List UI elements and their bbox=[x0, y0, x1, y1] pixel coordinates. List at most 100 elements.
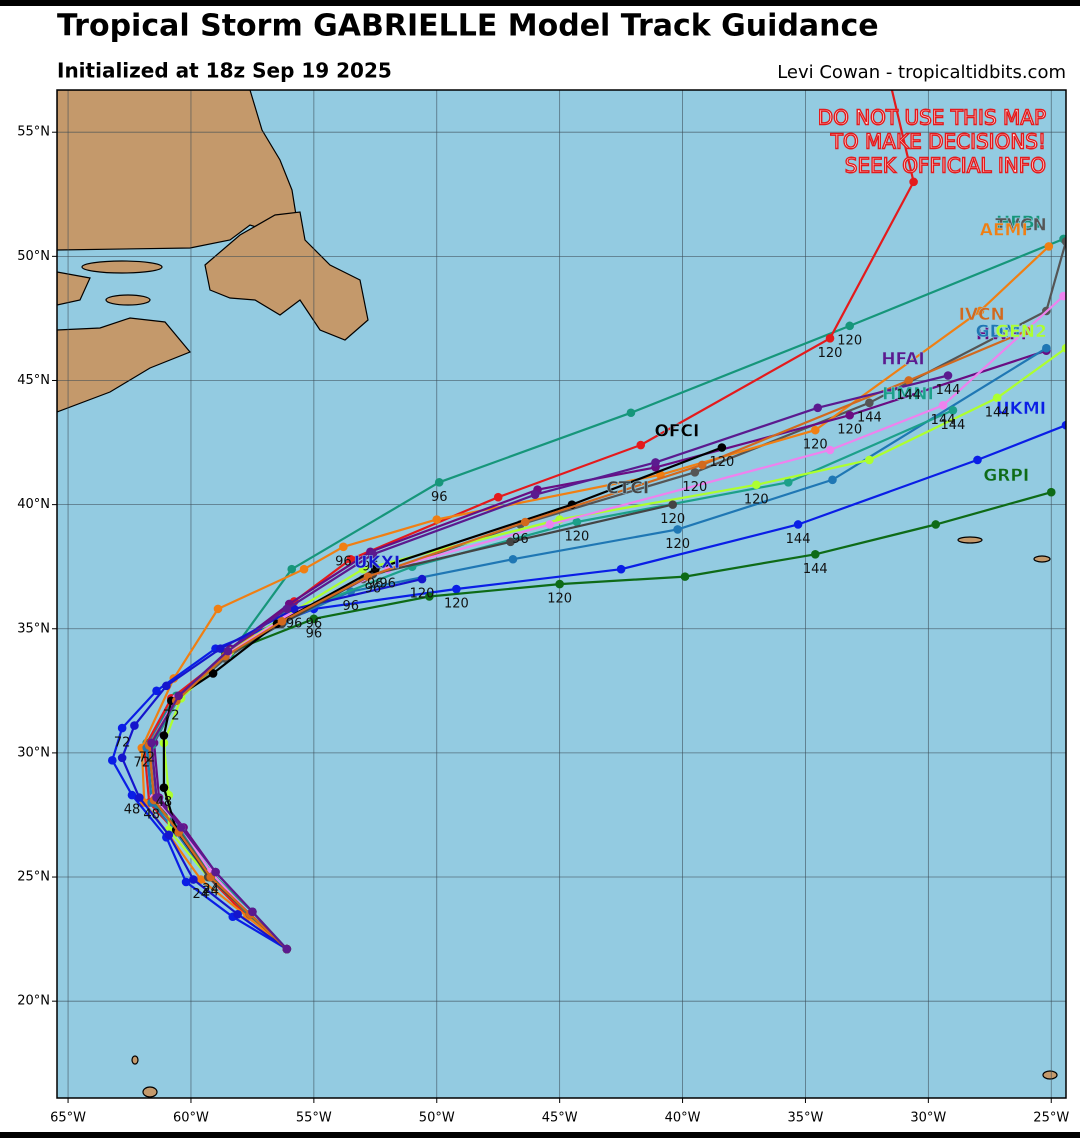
hour-label: 96 bbox=[286, 616, 303, 631]
island bbox=[131, 1055, 139, 1065]
track-point bbox=[152, 793, 161, 802]
track-point bbox=[793, 520, 803, 529]
nova-scotia bbox=[57, 317, 191, 413]
x-tick-label: 25°W bbox=[1033, 1111, 1069, 1126]
model-label: TVCN bbox=[995, 215, 1046, 235]
model-label: GEN2 bbox=[995, 322, 1047, 342]
model-label: UKMI bbox=[996, 399, 1046, 419]
model-label: CTCI bbox=[606, 479, 649, 499]
track-point bbox=[309, 614, 319, 624]
title: Tropical Storm GABRIELLE Model Track Gui… bbox=[57, 9, 879, 44]
warning-line: SEEK OFFICIAL INFO bbox=[845, 154, 1046, 178]
hour-label: 120 bbox=[837, 333, 862, 348]
hour-label: 120 bbox=[547, 592, 572, 607]
hour-label: 120 bbox=[564, 530, 589, 545]
track-point bbox=[865, 398, 874, 408]
track-point bbox=[636, 440, 646, 450]
map-area: 24487296120HFBI12096120144TVCN247296120A… bbox=[57, 90, 1066, 1098]
track-point bbox=[1046, 487, 1056, 497]
x-tick-label: 60°W bbox=[173, 1111, 209, 1126]
track-point bbox=[680, 572, 690, 581]
x-tick-label: 35°W bbox=[788, 1111, 824, 1126]
hour-label: 96 bbox=[365, 582, 382, 597]
track-point bbox=[825, 333, 835, 343]
track-point bbox=[164, 830, 174, 840]
track-point bbox=[751, 480, 761, 490]
track-point bbox=[127, 790, 137, 800]
labels: 24487296120HFBI12096120144TVCN247296120A… bbox=[114, 213, 1047, 902]
track-point bbox=[1044, 242, 1054, 251]
ticks: 65°W 60°W 55°W 50°W 45°W 40°W 35°W 30°W 25°W 20°N… bbox=[17, 125, 1069, 1126]
track-point bbox=[616, 564, 626, 574]
track-point bbox=[626, 408, 636, 418]
track-point bbox=[277, 617, 287, 626]
model-label: OFCI bbox=[654, 422, 699, 442]
track-point bbox=[828, 475, 837, 485]
track-point bbox=[717, 443, 727, 452]
anticosti bbox=[81, 260, 163, 274]
track-point bbox=[909, 177, 918, 187]
y-tick-label: 35°N bbox=[17, 621, 50, 636]
track-point bbox=[810, 425, 820, 435]
azores bbox=[1033, 555, 1051, 563]
track-point bbox=[223, 646, 233, 656]
track-point bbox=[417, 574, 427, 584]
hour-label: 120 bbox=[744, 492, 769, 507]
track-point bbox=[216, 644, 225, 653]
tracks bbox=[108, 90, 1066, 954]
track-point bbox=[690, 468, 700, 477]
hour-label: 144 bbox=[857, 410, 882, 425]
track-point bbox=[425, 592, 434, 601]
hour-label: 144 bbox=[931, 413, 956, 428]
track-point bbox=[865, 455, 874, 465]
hour-label: 120 bbox=[709, 455, 734, 470]
track-point bbox=[371, 564, 380, 574]
x-tick-label: 45°W bbox=[542, 1111, 578, 1126]
track-line bbox=[148, 329, 1028, 950]
hour-label: 120 bbox=[410, 587, 435, 602]
track-point bbox=[176, 823, 186, 832]
hour-label: 48 bbox=[124, 803, 141, 818]
frame bbox=[56, 89, 1067, 1099]
warning-line: DO NOT USE THIS MAP bbox=[818, 106, 1046, 130]
y-tick-label: 40°N bbox=[17, 497, 50, 512]
track-point bbox=[452, 584, 461, 594]
track-point bbox=[248, 907, 257, 917]
track-point bbox=[572, 517, 582, 527]
track-point bbox=[530, 490, 540, 499]
hour-label: 24 bbox=[202, 882, 219, 897]
track-point bbox=[1022, 326, 1031, 336]
hour-label: 96 bbox=[431, 490, 448, 505]
hour-label: 144 bbox=[985, 405, 1010, 420]
land bbox=[57, 90, 1058, 1098]
y-tick-label: 45°N bbox=[17, 373, 50, 388]
track-point bbox=[358, 564, 368, 574]
track-point bbox=[233, 909, 242, 919]
track-point bbox=[545, 520, 555, 529]
track-point bbox=[673, 525, 682, 534]
track-point bbox=[845, 410, 854, 420]
hour-label: 96 bbox=[335, 554, 352, 569]
hour-label: 24 bbox=[193, 887, 210, 902]
hour-label: 144 bbox=[896, 388, 921, 403]
track-point bbox=[189, 875, 198, 884]
track-point bbox=[108, 756, 117, 765]
track-point bbox=[845, 321, 854, 331]
model-label: GDMI bbox=[976, 322, 1027, 342]
track-point bbox=[508, 554, 518, 564]
track-point bbox=[162, 681, 171, 691]
track-point bbox=[992, 393, 1002, 403]
track-point bbox=[1059, 291, 1066, 301]
track-point bbox=[506, 537, 515, 547]
track-point bbox=[208, 669, 218, 678]
y-tick-label: 55°N bbox=[17, 125, 50, 140]
y-tick-label: 50°N bbox=[17, 249, 50, 264]
hour-label: 72 bbox=[114, 736, 131, 751]
model-label: GRPI bbox=[983, 466, 1029, 486]
track-point bbox=[783, 477, 793, 487]
hour-label: 120 bbox=[665, 537, 690, 552]
track-point bbox=[931, 520, 941, 529]
hour-label: 120 bbox=[682, 480, 707, 495]
